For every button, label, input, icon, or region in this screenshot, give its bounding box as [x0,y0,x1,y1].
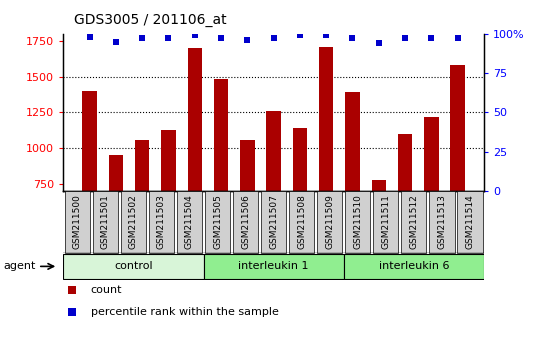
Text: GSM211504: GSM211504 [185,194,194,249]
Bar [319,46,333,191]
Text: GSM211502: GSM211502 [129,194,138,249]
Bar [204,253,344,279]
Bar [398,134,412,191]
Bar [63,253,204,279]
Bar [372,180,386,191]
Text: interleukin 1: interleukin 1 [238,261,309,272]
Text: agent: agent [3,261,36,272]
Text: GSM211512: GSM211512 [409,194,419,249]
Bar [458,191,482,253]
Bar [109,155,123,191]
Bar [289,191,314,253]
Text: count: count [91,285,122,295]
Text: GSM211511: GSM211511 [381,194,390,249]
Bar [188,48,202,191]
Bar [293,128,307,191]
Bar [373,191,398,253]
Text: percentile rank within the sample: percentile rank within the sample [91,307,278,316]
Text: GSM211510: GSM211510 [353,194,362,249]
Bar [402,191,426,253]
Bar [177,191,202,253]
Text: GSM211514: GSM211514 [465,194,475,249]
Bar [344,253,484,279]
Bar [450,65,465,191]
Bar [345,92,360,191]
Bar [82,91,97,191]
Text: GSM211503: GSM211503 [157,194,166,249]
Text: GSM211501: GSM211501 [101,194,110,249]
Bar [93,191,118,253]
Bar [261,191,286,253]
Bar [205,191,230,253]
Bar [240,140,255,191]
Bar [317,191,342,253]
Text: GSM211506: GSM211506 [241,194,250,249]
Text: interleukin 6: interleukin 6 [378,261,449,272]
Bar [135,140,150,191]
Text: GDS3005 / 201106_at: GDS3005 / 201106_at [74,12,227,27]
Bar [65,191,90,253]
Bar [266,111,281,191]
Bar [149,191,174,253]
Text: control: control [114,261,153,272]
Bar [121,191,146,253]
Bar [161,130,175,191]
Bar [214,79,228,191]
Text: GSM211513: GSM211513 [437,194,447,249]
Text: GSM211500: GSM211500 [73,194,82,249]
Bar [430,191,454,253]
Bar [424,118,438,191]
Text: GSM211507: GSM211507 [269,194,278,249]
Text: GSM211508: GSM211508 [297,194,306,249]
Text: GSM211509: GSM211509 [325,194,334,249]
Bar [345,191,370,253]
Text: GSM211505: GSM211505 [213,194,222,249]
Bar [233,191,258,253]
